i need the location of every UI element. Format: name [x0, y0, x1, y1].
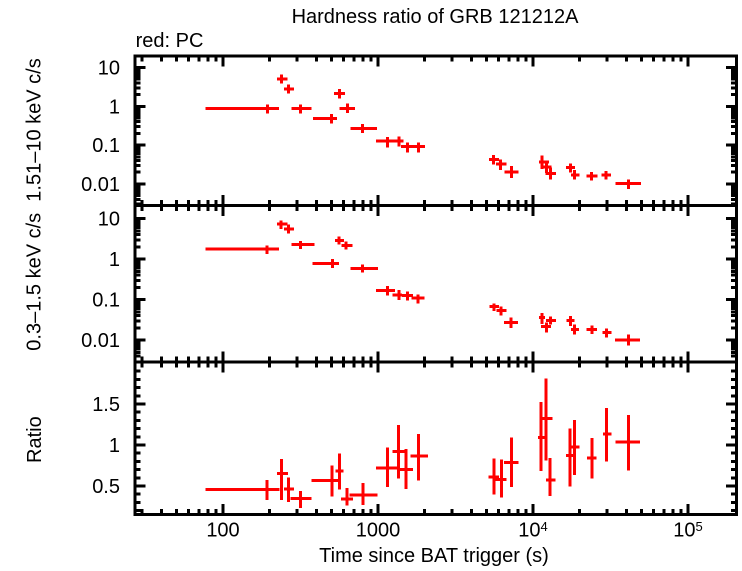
- svg-text:Hardness ratio of GRB 121212A: Hardness ratio of GRB 121212A: [292, 6, 579, 28]
- svg-text:1: 1: [109, 435, 120, 457]
- svg-text:0.01: 0.01: [81, 330, 120, 352]
- svg-text:1: 1: [109, 249, 120, 271]
- svg-text:1000: 1000: [356, 520, 401, 542]
- svg-text:Ratio: Ratio: [24, 416, 46, 463]
- svg-text:red: PC: red: PC: [136, 30, 204, 52]
- svg-text:0.1: 0.1: [92, 290, 120, 312]
- svg-text:0.3–1.5 keV c/s 1.51–10 keV c: 0.3–1.5 keV c/s 1.51–10 keV c/s: [24, 58, 46, 350]
- svg-text:0.01: 0.01: [81, 174, 120, 196]
- svg-text:0.5: 0.5: [92, 476, 120, 498]
- svg-text:1: 1: [109, 96, 120, 118]
- svg-text:104: 104: [518, 519, 547, 542]
- svg-text:100: 100: [206, 520, 239, 542]
- svg-text:Time since BAT trigger (s): Time since BAT trigger (s): [319, 545, 549, 566]
- svg-text:0.1: 0.1: [92, 135, 120, 157]
- svg-text:10: 10: [98, 209, 120, 231]
- svg-text:10: 10: [98, 58, 120, 80]
- svg-text:1.5: 1.5: [92, 394, 120, 416]
- svg-text:105: 105: [673, 519, 702, 542]
